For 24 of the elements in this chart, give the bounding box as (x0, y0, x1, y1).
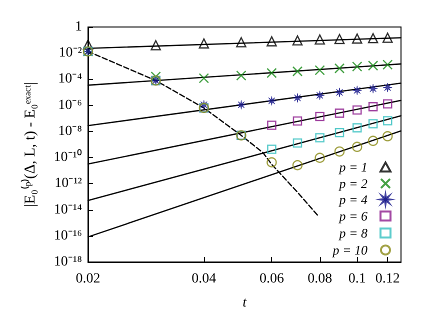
y-tick-label: 10⁻¹⁸ (54, 254, 82, 270)
legend-label: p = 4 (338, 192, 368, 207)
y-tick-label: 10⁻⁶ (58, 98, 82, 113)
y-tick-label: 10⁻¹² (54, 176, 82, 192)
legend-label: p = 10 (332, 242, 368, 258)
legend-label: p = 8 (338, 226, 368, 240)
y-tick-label: 10⁻⁸ (58, 124, 82, 139)
x-tick-label: 0.1 (348, 272, 366, 286)
legend-label: p = 6 (338, 208, 368, 224)
legend-label: p = 2 (338, 176, 368, 191)
y-tick-label: 10⁻¹⁴ (54, 202, 82, 218)
y-tick-label: 10⁻¹⁰ (54, 149, 82, 166)
x-axis-title: t (242, 296, 248, 310)
y-tick-label: 10⁻⁴ (58, 72, 82, 87)
legend-label: p = 1 (338, 160, 368, 174)
y-axis-title: |E₀⁽ᵖ⁾(Δ, L, t) - E₀ᵉˣᵃᶜᵗ| (20, 82, 38, 207)
x-tick-label: 0.12 (375, 272, 400, 286)
x-tick-label: 0.08 (308, 272, 332, 286)
y-tick-label: 1 (75, 20, 82, 34)
x-tick-label: 0.04 (192, 272, 216, 286)
y-tick-label: 10⁻¹⁶ (54, 228, 82, 244)
x-tick-label: 0.02 (76, 272, 100, 286)
x-tick-label: 0.06 (259, 272, 284, 286)
y-tick-label: 10⁻² (58, 46, 82, 61)
